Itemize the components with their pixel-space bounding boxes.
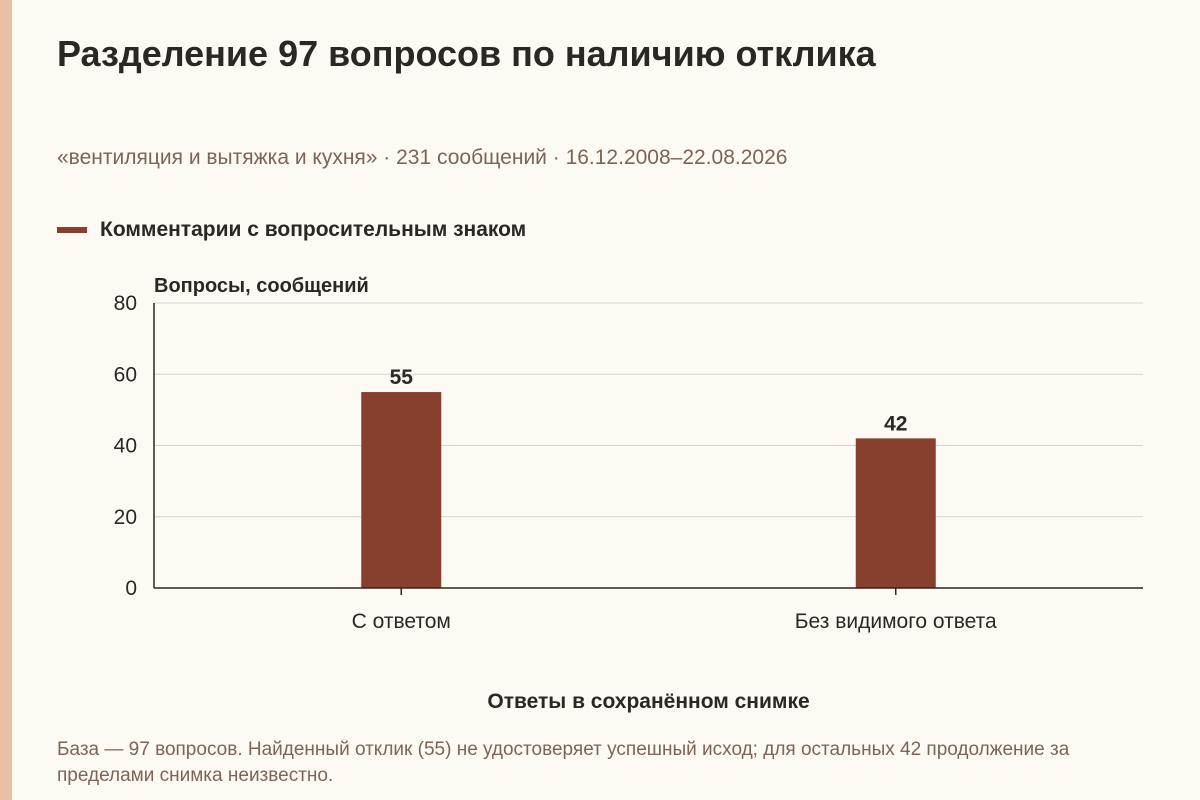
x-tick-label: Без видимого ответа (795, 610, 997, 633)
footnote: База — 97 вопросов. Найденный отклик (55… (57, 739, 1070, 786)
chart-title: Разделение 97 вопросов по наличию отклик… (57, 33, 876, 74)
bar (361, 392, 442, 588)
bar (855, 438, 936, 588)
x-tick-label: С ответом (352, 610, 451, 633)
legend-swatch (57, 227, 87, 233)
bar-chart: 0 20 40 60 80 Вопросы, сообщений 55 С ответом 42… (114, 275, 1143, 713)
data-label: 42 (884, 412, 907, 435)
legend: Комментарии с вопросительным знаком (57, 218, 526, 242)
y-tick-label: 60 (114, 363, 137, 386)
legend-label: Комментарии с вопросительным знаком (100, 218, 527, 241)
accent-strip (0, 0, 12, 800)
chart-subtitle: «вентиляция и вытяжка и кухня» · 231 соо… (57, 146, 788, 169)
y-tick-label: 80 (114, 292, 137, 315)
x-axis-title: Ответы в сохранённом снимке (487, 690, 809, 713)
data-label: 55 (390, 366, 414, 389)
y-axis-title: Вопросы, сообщений (154, 275, 369, 297)
y-tick-label: 0 (125, 577, 137, 600)
y-tick-label: 40 (114, 435, 137, 458)
y-tick-label: 20 (114, 506, 137, 529)
